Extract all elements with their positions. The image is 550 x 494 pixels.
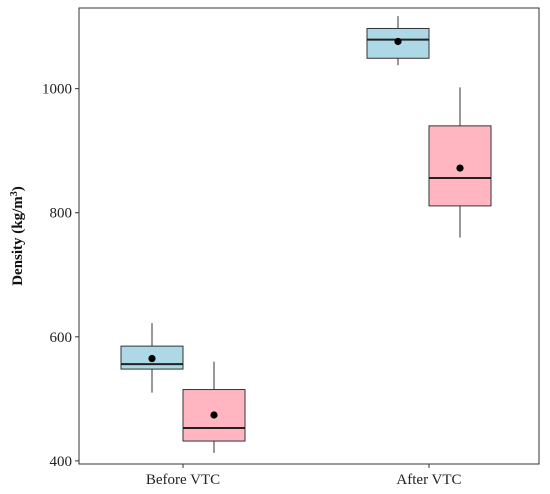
y-tick-label: 800 (50, 206, 73, 222)
plot-frame (78, 7, 540, 465)
box-group (366, 16, 430, 66)
mean-point (394, 37, 402, 46)
y-axis-title-suffix: ) (10, 186, 26, 191)
y-tick-label: 400 (50, 454, 73, 470)
mean-point (456, 164, 464, 172)
y-axis-title-superscript: 3 (9, 191, 20, 196)
x-tick-label: Before VTC (146, 472, 220, 488)
y-tick-label: 600 (50, 330, 73, 346)
y-tick-label: 1000 (42, 82, 72, 98)
box-group (120, 323, 184, 393)
y-axis-title-main: Density (kg/m (10, 196, 26, 286)
x-tick-label: After VTC (396, 472, 461, 488)
boxes-layer (120, 16, 492, 453)
x-axis-ticks: Before VTC After VTC (146, 464, 462, 488)
box-group (182, 361, 246, 453)
y-axis-ticks: 400 600 800 1000 (42, 82, 79, 470)
mean-point (210, 411, 218, 419)
mean-point (148, 354, 156, 363)
y-axis-title: Density (kg/m3) (9, 186, 27, 286)
box-group (428, 87, 492, 238)
